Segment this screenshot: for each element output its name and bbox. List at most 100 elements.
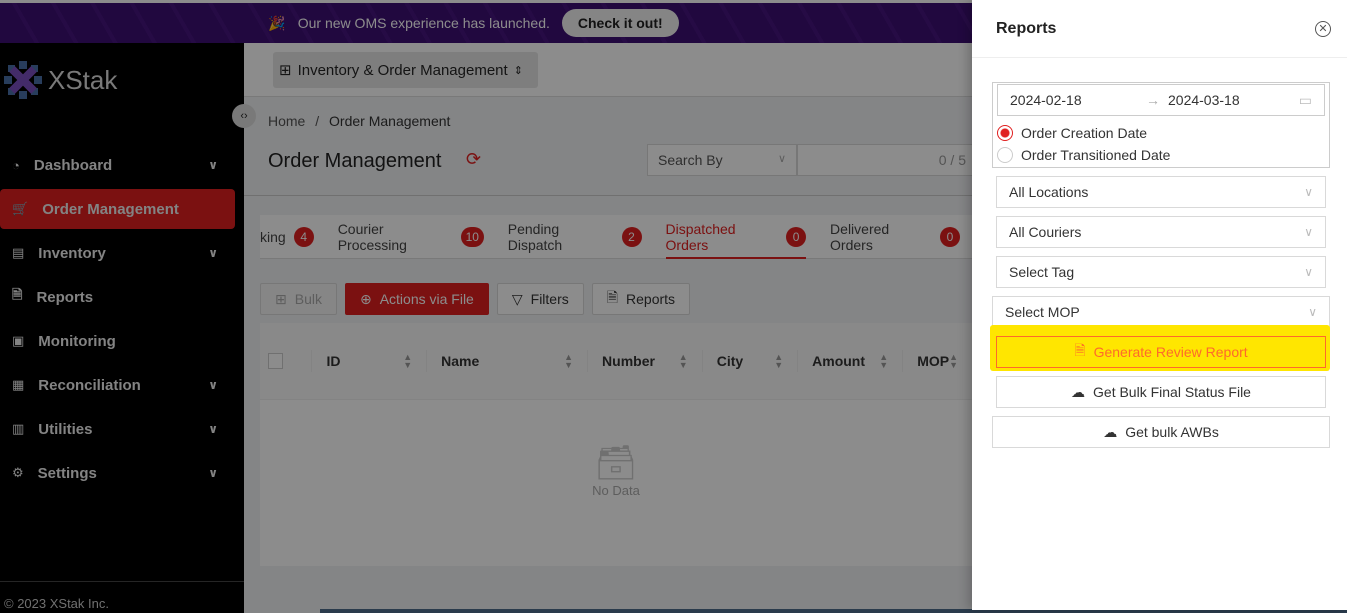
tab-king[interactable]: king 4	[260, 215, 326, 259]
locations-select[interactable]: All Locations ∨	[996, 176, 1326, 208]
sidebar-toggle-button[interactable]: ‹›	[232, 104, 256, 128]
sidebar-item-settings[interactable]: ⚙ Settings ∨	[0, 453, 244, 493]
column-header-number[interactable]: Number ▲ ▼	[587, 350, 702, 372]
filter-icon: ▽	[511, 290, 523, 307]
actions-via-file-button[interactable]: ⊕ Actions via File	[344, 283, 489, 315]
chevron-down-icon: ∨	[208, 378, 218, 392]
cloud-download-icon: ☁	[1103, 423, 1118, 440]
calendar-icon: ▭	[1298, 91, 1312, 108]
column-header-mop[interactable]: MOP ▲ ▼	[902, 350, 972, 372]
reports-button[interactable]: 🗎 Reports	[591, 283, 691, 315]
sidebar: XStak ◔ Dashboard ∨ 🛒 Order Management ▤ Inven…	[0, 43, 244, 613]
sort-icon[interactable]: ▲ ▼	[949, 352, 958, 370]
select-all-checkbox[interactable]	[268, 353, 284, 369]
locations-value: All Locations	[1009, 184, 1089, 200]
sidebar-item-order-management[interactable]: 🛒 Order Management	[0, 189, 235, 229]
banner-text: Our new OMS experience has launched.	[297, 15, 550, 31]
mop-select[interactable]: Select MOP ∨	[992, 296, 1330, 328]
file-icon: 🗎	[1074, 342, 1086, 358]
chevron-down-icon: ∨	[1304, 225, 1313, 239]
filters-button[interactable]: ▽ Filters	[496, 283, 584, 315]
tab-courier-processing[interactable]: Courier Processing 10	[326, 215, 496, 259]
mop-value: Select MOP	[1005, 304, 1080, 320]
column-label: ID	[326, 353, 341, 369]
search-by-label: Search By	[658, 152, 723, 168]
sidebar-item-reconciliation[interactable]: ▦ Reconciliation ∨	[0, 365, 244, 405]
radio-order-transitioned-date[interactable]: Order Transitioned Date	[993, 144, 1329, 166]
tab-pending-dispatch[interactable]: Pending Dispatch 2	[496, 215, 654, 259]
chevron-down-icon: ∨	[1308, 305, 1317, 319]
generate-review-report-button[interactable]: 🗎 Generate Review Report	[996, 336, 1326, 368]
app-selector[interactable]: ⊞ Inventory & Order Management ⇕	[273, 52, 538, 88]
reconcile-icon: ▦	[12, 377, 25, 392]
column-header-id[interactable]: ID ▲ ▼	[311, 350, 426, 372]
bulk-awbs-button[interactable]: ☁ Get bulk AWBs	[992, 416, 1330, 448]
copyright: © 2023 XStak Inc.	[0, 581, 244, 613]
column-header-amount[interactable]: Amount ▲ ▼	[797, 350, 902, 372]
sidebar-item-label: Reconciliation	[38, 376, 141, 394]
column-header-name[interactable]: Name ▲ ▼	[426, 350, 587, 372]
order-tabs: king 4 Courier Processing 10 Pending Dispatc…	[260, 215, 972, 259]
cloud-download-icon: ☁	[1071, 383, 1086, 400]
column-label: City	[716, 353, 744, 369]
sidebar-item-label: Inventory	[38, 244, 106, 262]
actions-label: Actions via File	[379, 291, 474, 307]
monitor-icon: ▣	[12, 333, 25, 348]
sidebar-item-label: Utilities	[38, 420, 93, 438]
main-content: ⊞ Inventory & Order Management ⇕ ‹› Home /…	[232, 43, 977, 613]
sidebar-item-reports[interactable]: 🗎 Reports	[0, 277, 244, 317]
column-label: MOP	[917, 353, 950, 369]
bulk-label: Bulk	[294, 291, 322, 307]
file-icon: 🗎	[12, 287, 23, 302]
sidebar-item-label: Dashboard	[33, 156, 113, 174]
search-by-select[interactable]: Search By ∨	[647, 144, 797, 176]
empty-text: No Data	[592, 483, 640, 498]
date-to[interactable]: 2024-03-18	[1168, 92, 1240, 108]
bulk-button[interactable]: ⊞ Bulk	[260, 283, 337, 315]
app-selector-label: Inventory & Order Management	[297, 61, 508, 79]
bulk-status-label: Get Bulk Final Status File	[1093, 384, 1251, 400]
modal-mask[interactable]	[0, 0, 972, 613]
couriers-value: All Couriers	[1009, 224, 1082, 240]
sidebar-item-label: Monitoring	[38, 332, 116, 350]
column-header-city[interactable]: City ▲ ▼	[701, 350, 797, 372]
tag-select[interactable]: Select Tag ∨	[996, 256, 1326, 288]
breadcrumb-home[interactable]: Home	[268, 113, 306, 129]
close-icon[interactable]: ✕	[1315, 20, 1331, 37]
sort-icon[interactable]: ▲ ▼	[879, 352, 889, 370]
sort-icon[interactable]: ▲ ▼	[678, 352, 688, 370]
tag-value: Select Tag	[1009, 264, 1075, 280]
updown-icon: ⇕	[513, 64, 523, 77]
file-icon: 🗎	[606, 289, 619, 305]
party-popper-icon: 🎉	[268, 14, 286, 31]
bulk-final-status-button[interactable]: ☁ Get Bulk Final Status File	[996, 376, 1326, 408]
date-range-picker[interactable]: 2024-02-18 → 2024-03-18 ▭	[997, 84, 1325, 116]
radio-unchecked-icon	[997, 147, 1013, 163]
count-badge: 2	[621, 226, 642, 247]
count-badge: 4	[293, 226, 314, 247]
reports-label: Reports	[626, 291, 676, 307]
radio-order-creation-date[interactable]: Order Creation Date	[993, 122, 1329, 144]
sidebar-item-monitoring[interactable]: ▣ Monitoring	[0, 321, 244, 361]
radio-label: Order Transitioned Date	[1021, 147, 1171, 163]
date-from[interactable]: 2024-02-18	[1010, 92, 1082, 108]
sidebar-item-dashboard[interactable]: ◔ Dashboard ∨	[0, 145, 244, 185]
sidebar-item-utilities[interactable]: ▥ Utilities ∨	[0, 409, 244, 449]
cart-icon: 🛒	[12, 201, 29, 216]
refresh-icon[interactable]: ⟳	[466, 149, 482, 169]
check-it-out-button[interactable]: Check it out!	[561, 9, 679, 37]
utilities-icon: ▥	[12, 421, 25, 436]
tab-label: Dispatched Orders	[665, 220, 736, 253]
search-input[interactable]: 0 / 5	[797, 144, 977, 176]
tab-dispatched-orders[interactable]: Dispatched Orders 0	[654, 215, 819, 259]
xstak-logo-icon	[4, 61, 42, 99]
logo[interactable]: XStak	[0, 43, 244, 99]
couriers-select[interactable]: All Couriers ∨	[996, 216, 1326, 248]
sidebar-item-inventory[interactable]: ▤ Inventory ∨	[0, 233, 244, 273]
sort-icon[interactable]: ▲ ▼	[403, 352, 413, 370]
count-badge: 0	[940, 226, 960, 247]
sort-icon[interactable]: ▲ ▼	[774, 352, 784, 370]
count-badge: 0	[786, 226, 807, 247]
tab-delivered-orders[interactable]: Delivered Orders 0	[818, 215, 972, 259]
sort-icon[interactable]: ▲ ▼	[564, 352, 574, 370]
